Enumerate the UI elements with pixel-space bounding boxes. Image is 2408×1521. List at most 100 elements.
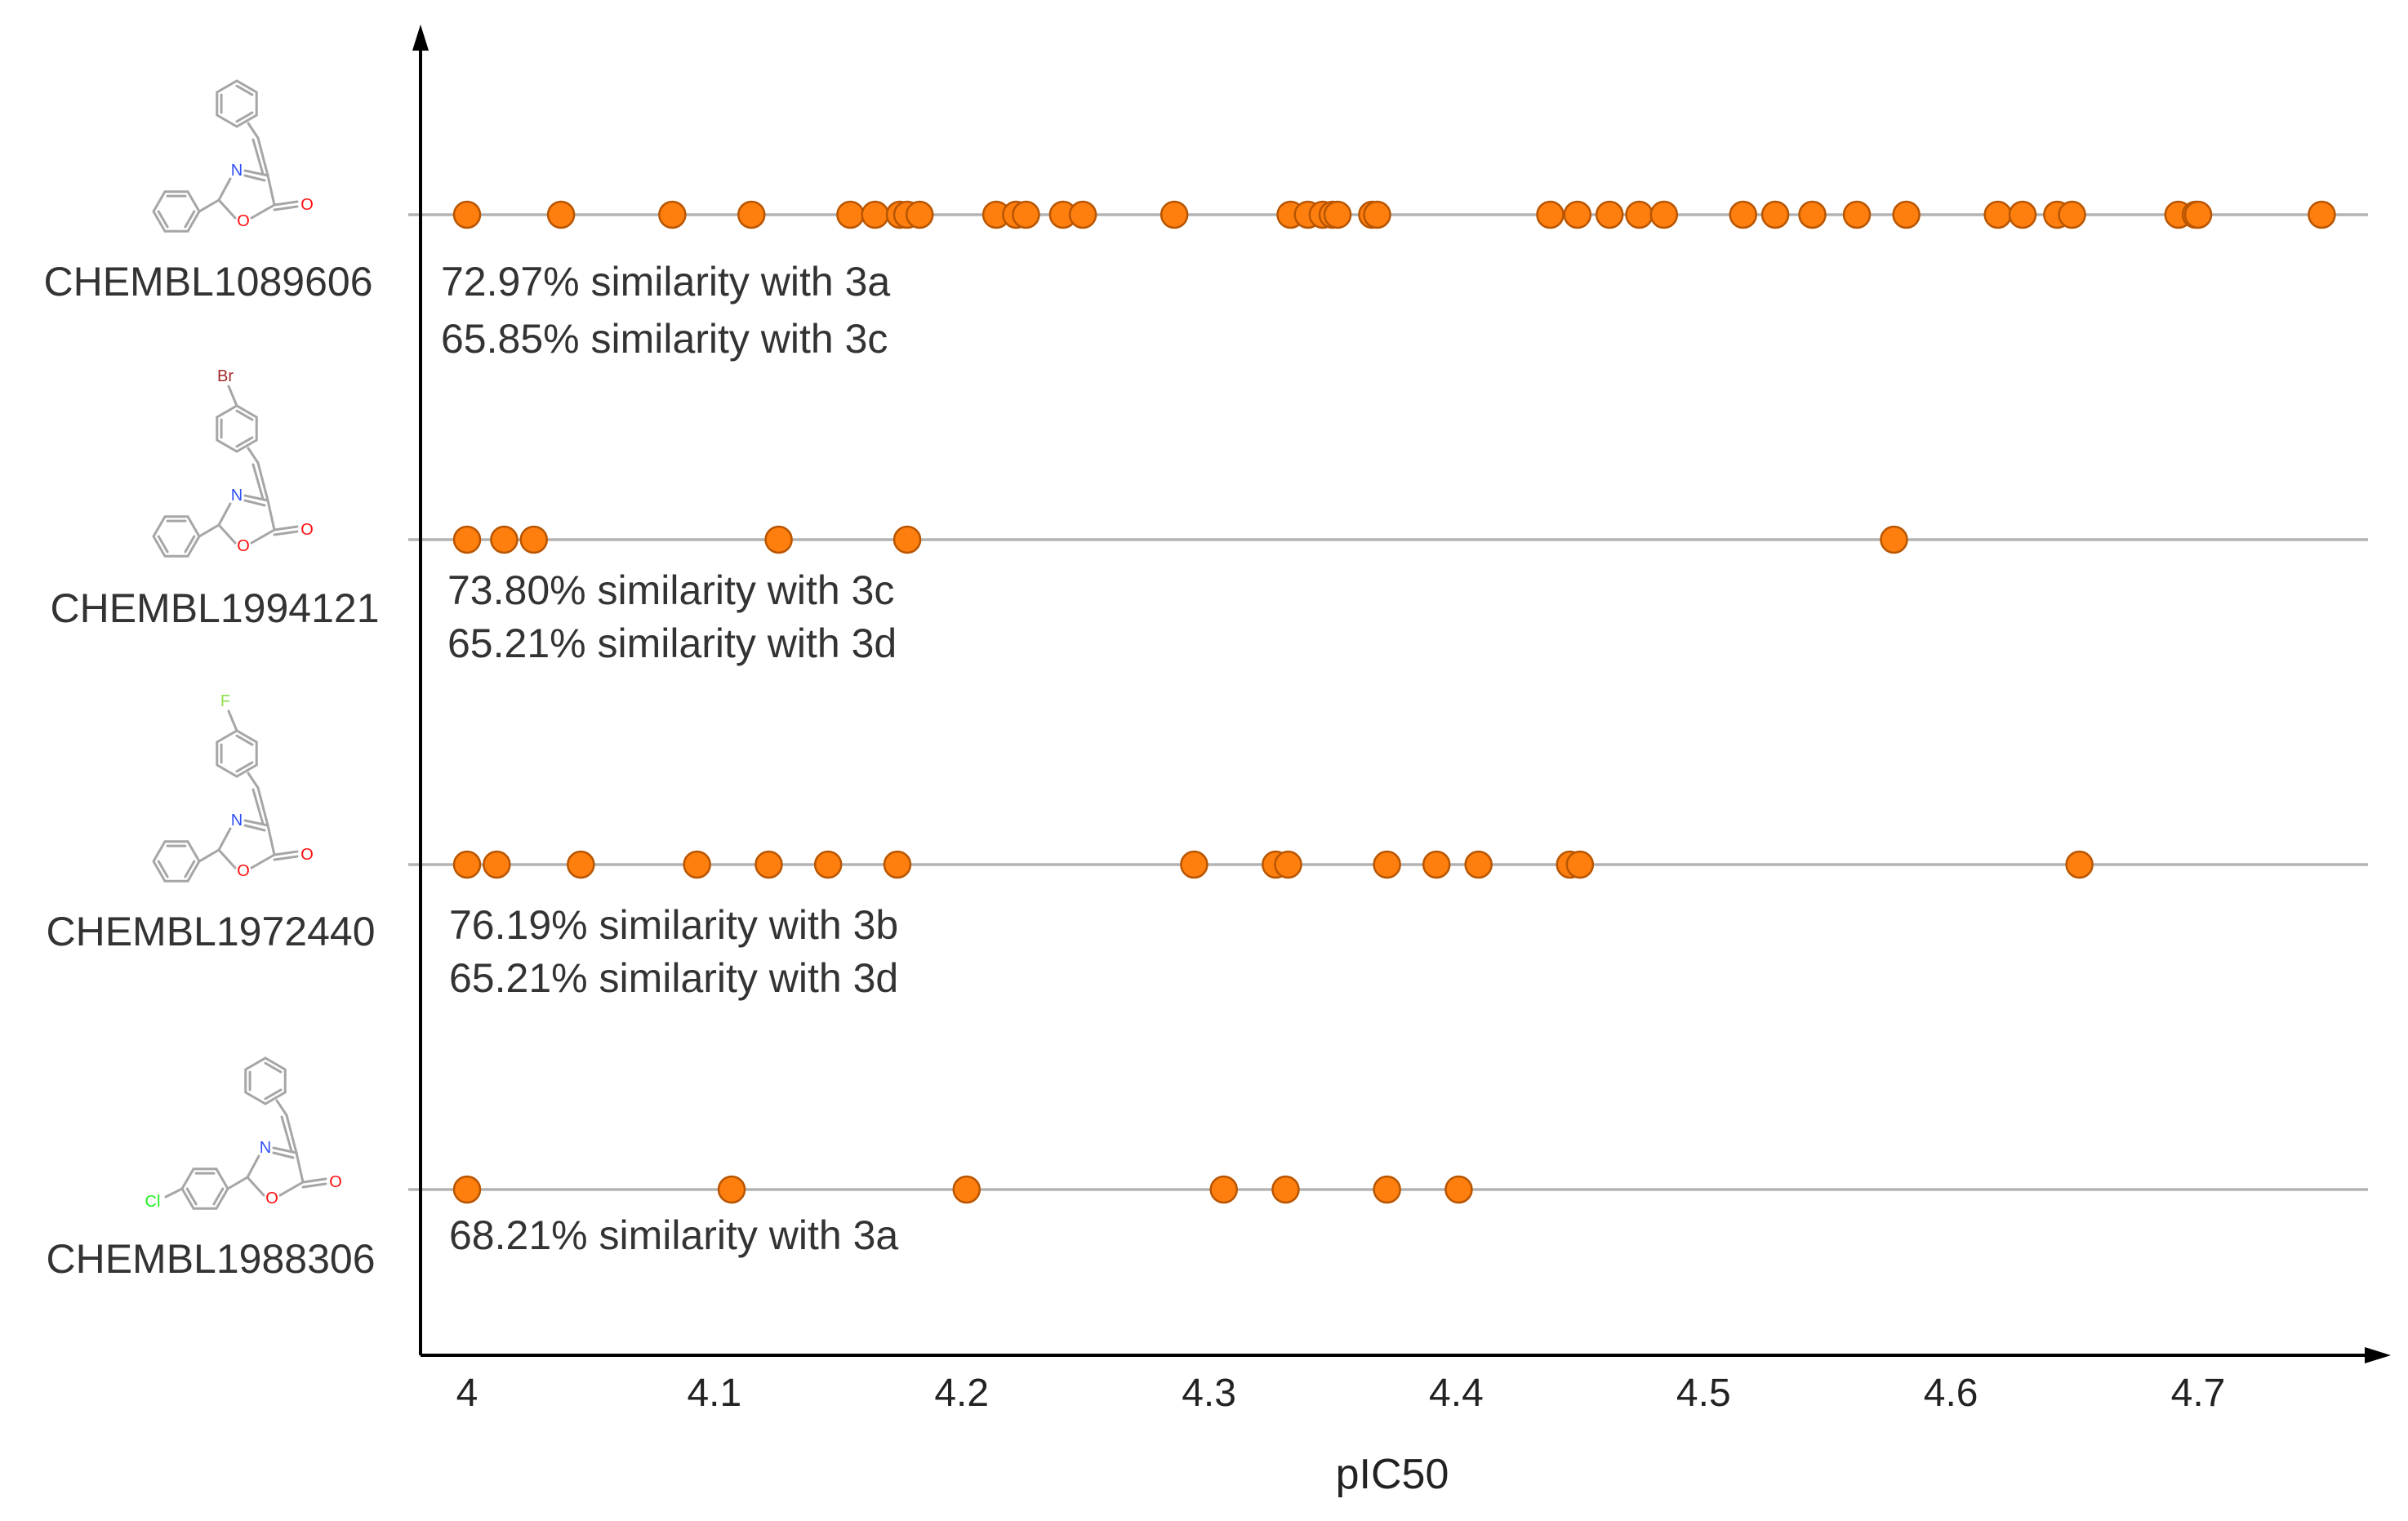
double-bond [184, 210, 196, 229]
atom-label: Br [217, 367, 234, 385]
atom-label: O [300, 196, 314, 214]
compound-row: N O O Cl CHEMBL1988306 68.21% similarity with… [46, 1056, 2368, 1282]
bond [256, 461, 269, 502]
bond [280, 1115, 293, 1153]
bond [273, 530, 299, 536]
bond [217, 827, 232, 852]
benzene-ring [152, 840, 201, 883]
data-point [952, 1175, 981, 1204]
compound-row: N O O F CHEMBL1972440 76.19% similarity with … [46, 692, 2368, 1001]
atom-label: O [237, 862, 250, 880]
bond [295, 1151, 305, 1184]
data-point [452, 850, 482, 879]
data-point [1729, 200, 1757, 229]
double-bond [264, 1061, 283, 1074]
bond [266, 824, 276, 856]
atom-label: N [231, 812, 243, 829]
compound-row: N O O CHEMBL1089606 72.97% similarity with 3… [43, 79, 2368, 362]
bond [250, 203, 276, 220]
molecule-structure: N O O Br [152, 367, 314, 558]
atom-label: O [300, 846, 314, 864]
data-point [754, 850, 783, 879]
x-tick-label: 4 [456, 1372, 478, 1415]
data-point [658, 200, 687, 229]
data-point [1563, 200, 1592, 229]
atom-label: N [231, 162, 243, 180]
atom-label: O [237, 212, 250, 230]
x-tick-label: 4.7 [2171, 1372, 2226, 1415]
bond [273, 205, 299, 211]
bond [198, 523, 220, 538]
bond [247, 122, 260, 140]
data-point [683, 850, 711, 879]
data-point [490, 525, 519, 554]
double-bond [185, 1187, 198, 1206]
data-point [883, 850, 912, 879]
data-point [905, 200, 934, 229]
data-point [892, 525, 922, 554]
bond [243, 819, 269, 827]
bond [247, 772, 260, 789]
bond [217, 848, 237, 869]
similarity-text: 65.21% similarity with 3d [449, 955, 898, 1001]
bond [256, 136, 269, 177]
molecule-structure: N O O Cl [145, 1056, 342, 1211]
x-axis-title: pIC50 [1336, 1451, 1449, 1498]
bond [275, 1099, 288, 1117]
data-point [1536, 200, 1565, 229]
atom-label: F [220, 692, 230, 710]
bond [164, 1187, 184, 1199]
bond [243, 169, 269, 177]
bond [256, 786, 269, 827]
atom-label: O [329, 1173, 342, 1191]
double-bond [235, 409, 254, 421]
double-bond [264, 1088, 283, 1101]
benzene-ring [216, 729, 258, 778]
data-point [452, 200, 482, 229]
atom-label: O [237, 537, 250, 555]
bond [251, 138, 265, 176]
bond [272, 1151, 295, 1159]
bond [217, 502, 232, 527]
compound-row: N O O Br CHEMBL1994121 73.80% similarity with… [50, 367, 2368, 666]
data-point [1595, 200, 1624, 229]
x-ticks: 4 4.1 4.2 4.3 4.4 4.5 4.6 4.7 [456, 1372, 2226, 1415]
data-point [1892, 200, 1921, 229]
x-tick-label: 4.3 [1182, 1372, 1236, 1415]
similarity-text: 68.21% similarity with 3a [449, 1212, 898, 1258]
atom-label: O [265, 1190, 278, 1207]
data-point [452, 525, 482, 554]
bond [247, 447, 260, 465]
atom-label: N [260, 1139, 271, 1157]
bond [198, 198, 220, 213]
double-bond [184, 860, 196, 878]
data-point [567, 850, 595, 879]
data-point [1649, 200, 1679, 229]
data-point [737, 200, 766, 229]
bond [301, 1177, 327, 1184]
double-bond [235, 761, 254, 773]
bond [250, 528, 276, 545]
data-point [483, 850, 511, 879]
data-point [836, 200, 865, 229]
bond [243, 494, 269, 502]
bond [243, 499, 266, 507]
atom-label: O [300, 521, 314, 539]
bond [246, 1154, 260, 1179]
x-tick-label: 4.6 [1924, 1372, 1978, 1415]
data-point [764, 525, 793, 554]
double-bond [235, 84, 254, 96]
bond [246, 1176, 265, 1197]
similarity-text: 73.80% similarity with 3c [447, 567, 894, 613]
double-bond [235, 111, 254, 123]
data-point [1422, 850, 1451, 879]
bond [285, 1114, 298, 1154]
similarity-text: 65.85% similarity with 3c [441, 316, 888, 362]
data-point [1274, 850, 1302, 879]
bond [273, 200, 299, 207]
bond [226, 1176, 249, 1190]
bond [251, 463, 265, 500]
benzene-ring [180, 1167, 229, 1210]
bond [266, 499, 276, 531]
data-point [1625, 200, 1654, 229]
